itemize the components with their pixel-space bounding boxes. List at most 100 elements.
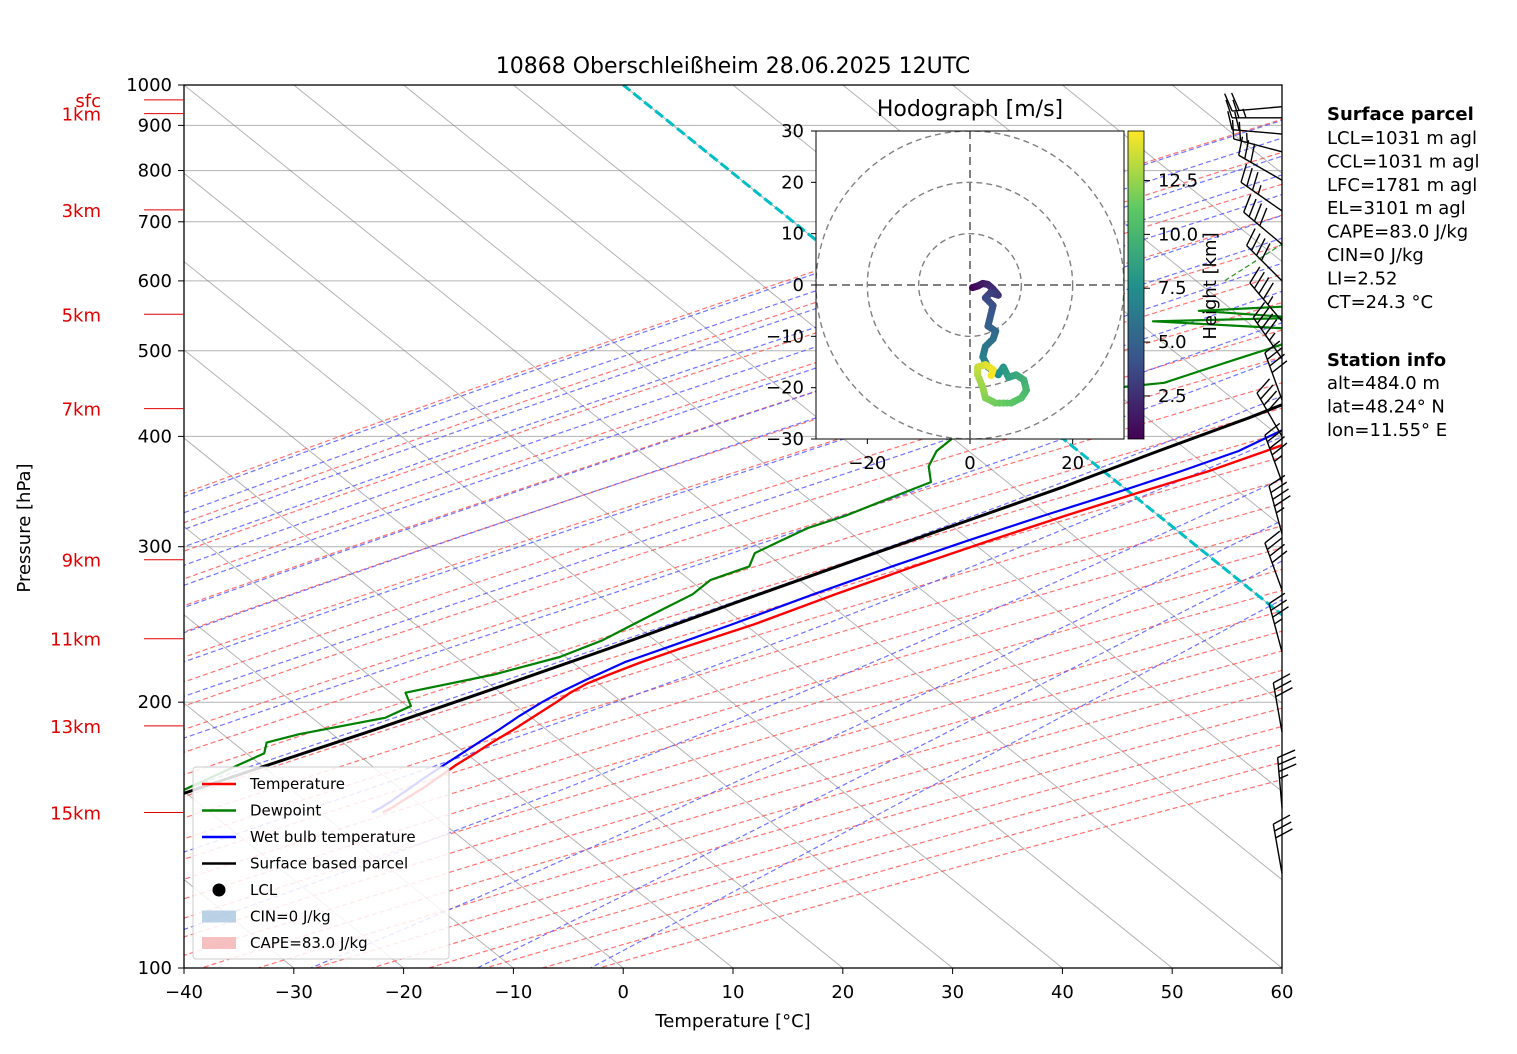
colorbar-tick-label: 10.0 [1158,224,1198,245]
station-info-line: lon=11.55° E [1327,420,1447,441]
wet-bulb-temperature-line [371,429,1282,814]
wind-barb [1268,474,1291,535]
x-tick-label: 50 [1161,982,1184,1003]
station-info-heading: Station info [1327,350,1446,371]
x-tick-label: 30 [941,982,964,1003]
x-tick-label: −40 [165,982,203,1003]
moist-adiabat [184,119,1282,498]
surface-parcel-line: CT=24.3 °C [1327,292,1433,313]
colorbar-tick-label: 12.5 [1158,171,1198,192]
isotherm-line [293,85,1282,881]
surface-based-parcel-line [184,403,1282,795]
zero-degree-isotherm [622,85,1282,617]
isotherm-line [184,349,953,968]
isotherm-line [184,85,1282,968]
x-tick-label: −30 [275,982,313,1003]
y-tick-label: 600 [138,271,172,292]
height-tick-label: 5km [62,305,101,326]
legend-swatch [212,883,226,897]
background-lines [184,85,1517,968]
hodograph-y-tick-label: 0 [793,275,804,296]
wind-barb [1264,422,1288,483]
height-tick-label: 1km [62,105,101,126]
moist-adiabat [184,262,1282,634]
hodograph-y-tick-label: 30 [781,121,804,142]
surface-parcel-line: EL=3101 m agl [1327,198,1466,219]
moist-adiabat [184,322,1282,698]
colorbar-label: Height [km] [1200,232,1221,339]
dry-adiabat [184,273,1282,633]
legend-label: CAPE=83.0 J/kg [250,934,368,952]
wind-barb [1246,228,1283,282]
hodograph-x-tick-label: −20 [848,453,886,474]
hodograph-y-tick-label: −30 [766,429,804,450]
wind-barb [1252,301,1283,359]
dry-adiabat [184,589,1282,919]
colorbar-tick-label: 2.5 [1158,386,1187,407]
y-tick-label: 800 [138,161,172,182]
surface-parcel-heading: Surface parcel [1327,104,1474,125]
wind-barb [1272,673,1293,733]
dry-adiabat [184,525,1282,860]
legend-label: Temperature [249,775,345,793]
y-tick-label: 500 [138,341,172,362]
hodograph-y-tick-label: 10 [781,224,804,245]
surface-parcel-line: LI=2.52 [1327,268,1398,289]
temperature-line [382,443,1282,814]
isotherm-line [184,437,844,968]
x-tick-label: 20 [831,982,854,1003]
mixing-ratio-line [1491,85,1517,281]
legend-swatch [202,937,236,949]
x-tick-label: 40 [1051,982,1074,1003]
isotherm-line [184,172,1173,968]
hodograph-y-tick-label: −20 [766,378,804,399]
station-info-line: alt=484.0 m [1327,373,1440,394]
y-tick-label: 1000 [126,75,172,96]
dry-adiabat [184,382,1282,731]
hodograph-y-tick-label: −10 [766,326,804,347]
hodograph-x-tick-label: 20 [1061,453,1084,474]
height-tick-label: 15km [50,804,101,825]
series-lines [184,305,1282,814]
dry-adiabat [184,301,1282,658]
height-tick-label: 7km [62,400,101,421]
wind-barb [1225,99,1282,119]
y-axis-ticks: 100 200 300 400 500 600 700 800 900 1000 [126,75,184,979]
height-tick-label: 13km [50,717,101,738]
x-axis-label: Temperature [°C] [654,1011,810,1032]
x-tick-label: 10 [722,982,745,1003]
dry-adiabat [184,568,1282,900]
height-tick-label: 9km [62,551,101,572]
y-tick-label: 100 [138,958,172,979]
wind-barb [1268,592,1289,653]
x-tick-label: 60 [1271,982,1294,1003]
station-info-line: lat=48.24° N [1327,396,1445,417]
x-tick-label: −20 [385,982,423,1003]
surface-parcel-line: CAPE=83.0 J/kg [1327,222,1468,243]
wind-barb [1276,749,1297,808]
height-tick-label: 3km [62,201,101,222]
x-axis-ticks: −40 −30 −20 −10 0 10 20 30 40 50 60 [165,968,1293,1003]
wind-barb [1240,163,1283,212]
dry-adiabat [184,456,1282,798]
hodograph-y-tick-label: 20 [781,172,804,193]
surface-parcel-line: LFC=1781 m agl [1327,175,1477,196]
wind-barb [1249,266,1283,322]
zero-isotherm [622,85,1282,617]
legend-swatch [202,910,236,923]
moist-adiabat [184,357,1282,739]
hodograph-ring [917,232,1023,338]
surface-parcel-line: CCL=1031 m agl [1327,151,1480,172]
dry-adiabat [184,356,1282,707]
y-tick-label: 200 [138,692,172,713]
dry-adiabat [184,432,1282,776]
x-tick-label: 0 [617,982,628,1003]
moist-adiabat [184,395,1282,790]
chart-title: 10868 Oberschleißheim 28.06.2025 12UTC [496,54,971,79]
dewpoint-line [184,305,1282,792]
legend-label: Dewpoint [250,802,321,820]
hodograph-title: Hodograph [m/s] [877,97,1063,122]
